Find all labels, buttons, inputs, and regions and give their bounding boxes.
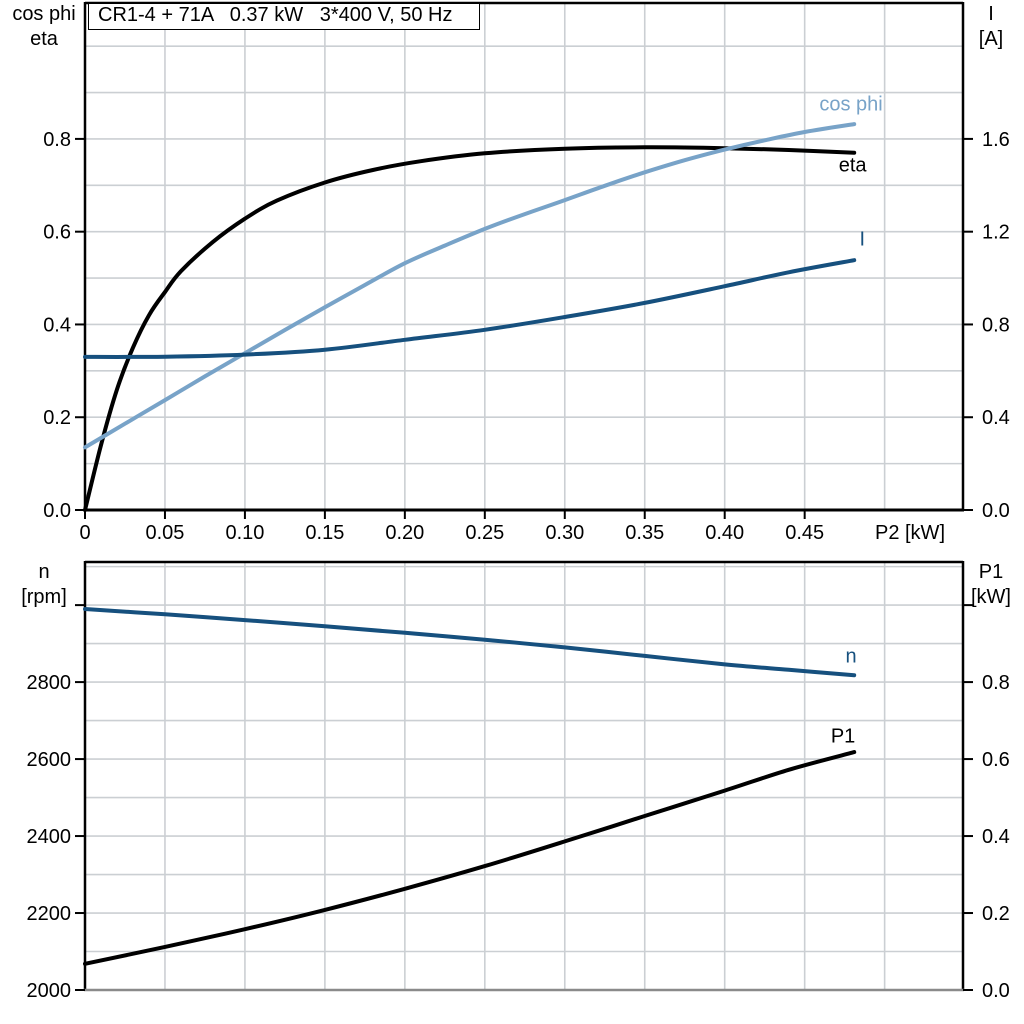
right-tick-label: 1.6 <box>982 129 1010 151</box>
top-left-axis-title: cos phi eta <box>6 2 82 52</box>
right-tick-label: 0.0 <box>982 500 1010 522</box>
right-axis-title-line2: [A] <box>978 28 1004 50</box>
left-tick-label: 2600 <box>27 749 72 771</box>
p1-axis-title-line1: P1 <box>978 561 1004 583</box>
speed-axis-title-line1: n <box>38 561 50 583</box>
chart-title-text: CR1-4 + 71A 0.37 kW 3*400 V, 50 Hz <box>98 4 453 26</box>
x-tick-label: 0.35 <box>625 522 664 544</box>
top-right-axis-title: I [A] <box>962 2 1020 52</box>
left-tick-label: 2200 <box>27 903 72 925</box>
curve-label-p1: P1 <box>830 725 856 748</box>
curve-label-cos-phi: cos phi <box>819 93 883 116</box>
left-tick-label: 0.8 <box>43 129 71 151</box>
bottom-right-axis-title: P1 [kW] <box>960 560 1022 610</box>
series-curve-cosphi <box>83 122 857 450</box>
x-tick-label: 0.45 <box>785 522 824 544</box>
left-tick-label: 2000 <box>27 980 72 1002</box>
curve-label-speed: n <box>845 645 857 668</box>
x-tick-label: 0.40 <box>705 522 744 544</box>
right-tick-label: 0.4 <box>982 407 1010 429</box>
right-tick-label: 0.8 <box>982 314 1010 336</box>
bottom-left-axis-title: n [rpm] <box>6 560 82 610</box>
x-tick-label: 0.20 <box>385 522 424 544</box>
right-tick-label: 0.4 <box>982 826 1010 848</box>
x-tick-label: 0.30 <box>545 522 584 544</box>
x-tick-label: 0.05 <box>145 522 184 544</box>
right-tick-label: 0.2 <box>982 903 1010 925</box>
series-curve-eta <box>83 145 857 512</box>
p1-axis-title-line2: [kW] <box>971 586 1011 608</box>
left-tick-label: 2800 <box>27 672 72 694</box>
curve-label-current: I <box>859 228 866 251</box>
series-curve-current <box>83 258 857 359</box>
series-curve-n <box>83 607 857 678</box>
chart-title-box: CR1-4 + 71A 0.37 kW 3*400 V, 50 Hz <box>88 3 480 30</box>
x-axis-unit-label: P2 [kW] <box>875 522 945 544</box>
right-axis-title-line1: I <box>988 3 994 25</box>
x-tick-label: 0 <box>79 522 90 544</box>
left-tick-label: 0.2 <box>43 407 71 429</box>
x-tick-label: 0.10 <box>225 522 264 544</box>
left-axis-title-line2: eta <box>30 28 58 50</box>
left-tick-label: 0.4 <box>43 314 71 336</box>
left-tick-label: 2400 <box>27 826 72 848</box>
right-tick-label: 0.0 <box>982 980 1010 1002</box>
left-tick-label: 0.6 <box>43 222 71 244</box>
right-tick-label: 0.8 <box>982 672 1010 694</box>
series-curve-p1 <box>83 750 857 966</box>
x-tick-label: 0.15 <box>305 522 344 544</box>
left-axis-title-line1: cos phi <box>12 3 76 25</box>
right-tick-label: 1.2 <box>982 222 1010 244</box>
speed-axis-title-line2: [rpm] <box>21 586 67 608</box>
curve-label-eta: eta <box>838 154 867 177</box>
right-tick-label: 0.6 <box>982 749 1010 771</box>
x-tick-label: 0.25 <box>465 522 504 544</box>
left-tick-label: 0.0 <box>43 500 71 522</box>
